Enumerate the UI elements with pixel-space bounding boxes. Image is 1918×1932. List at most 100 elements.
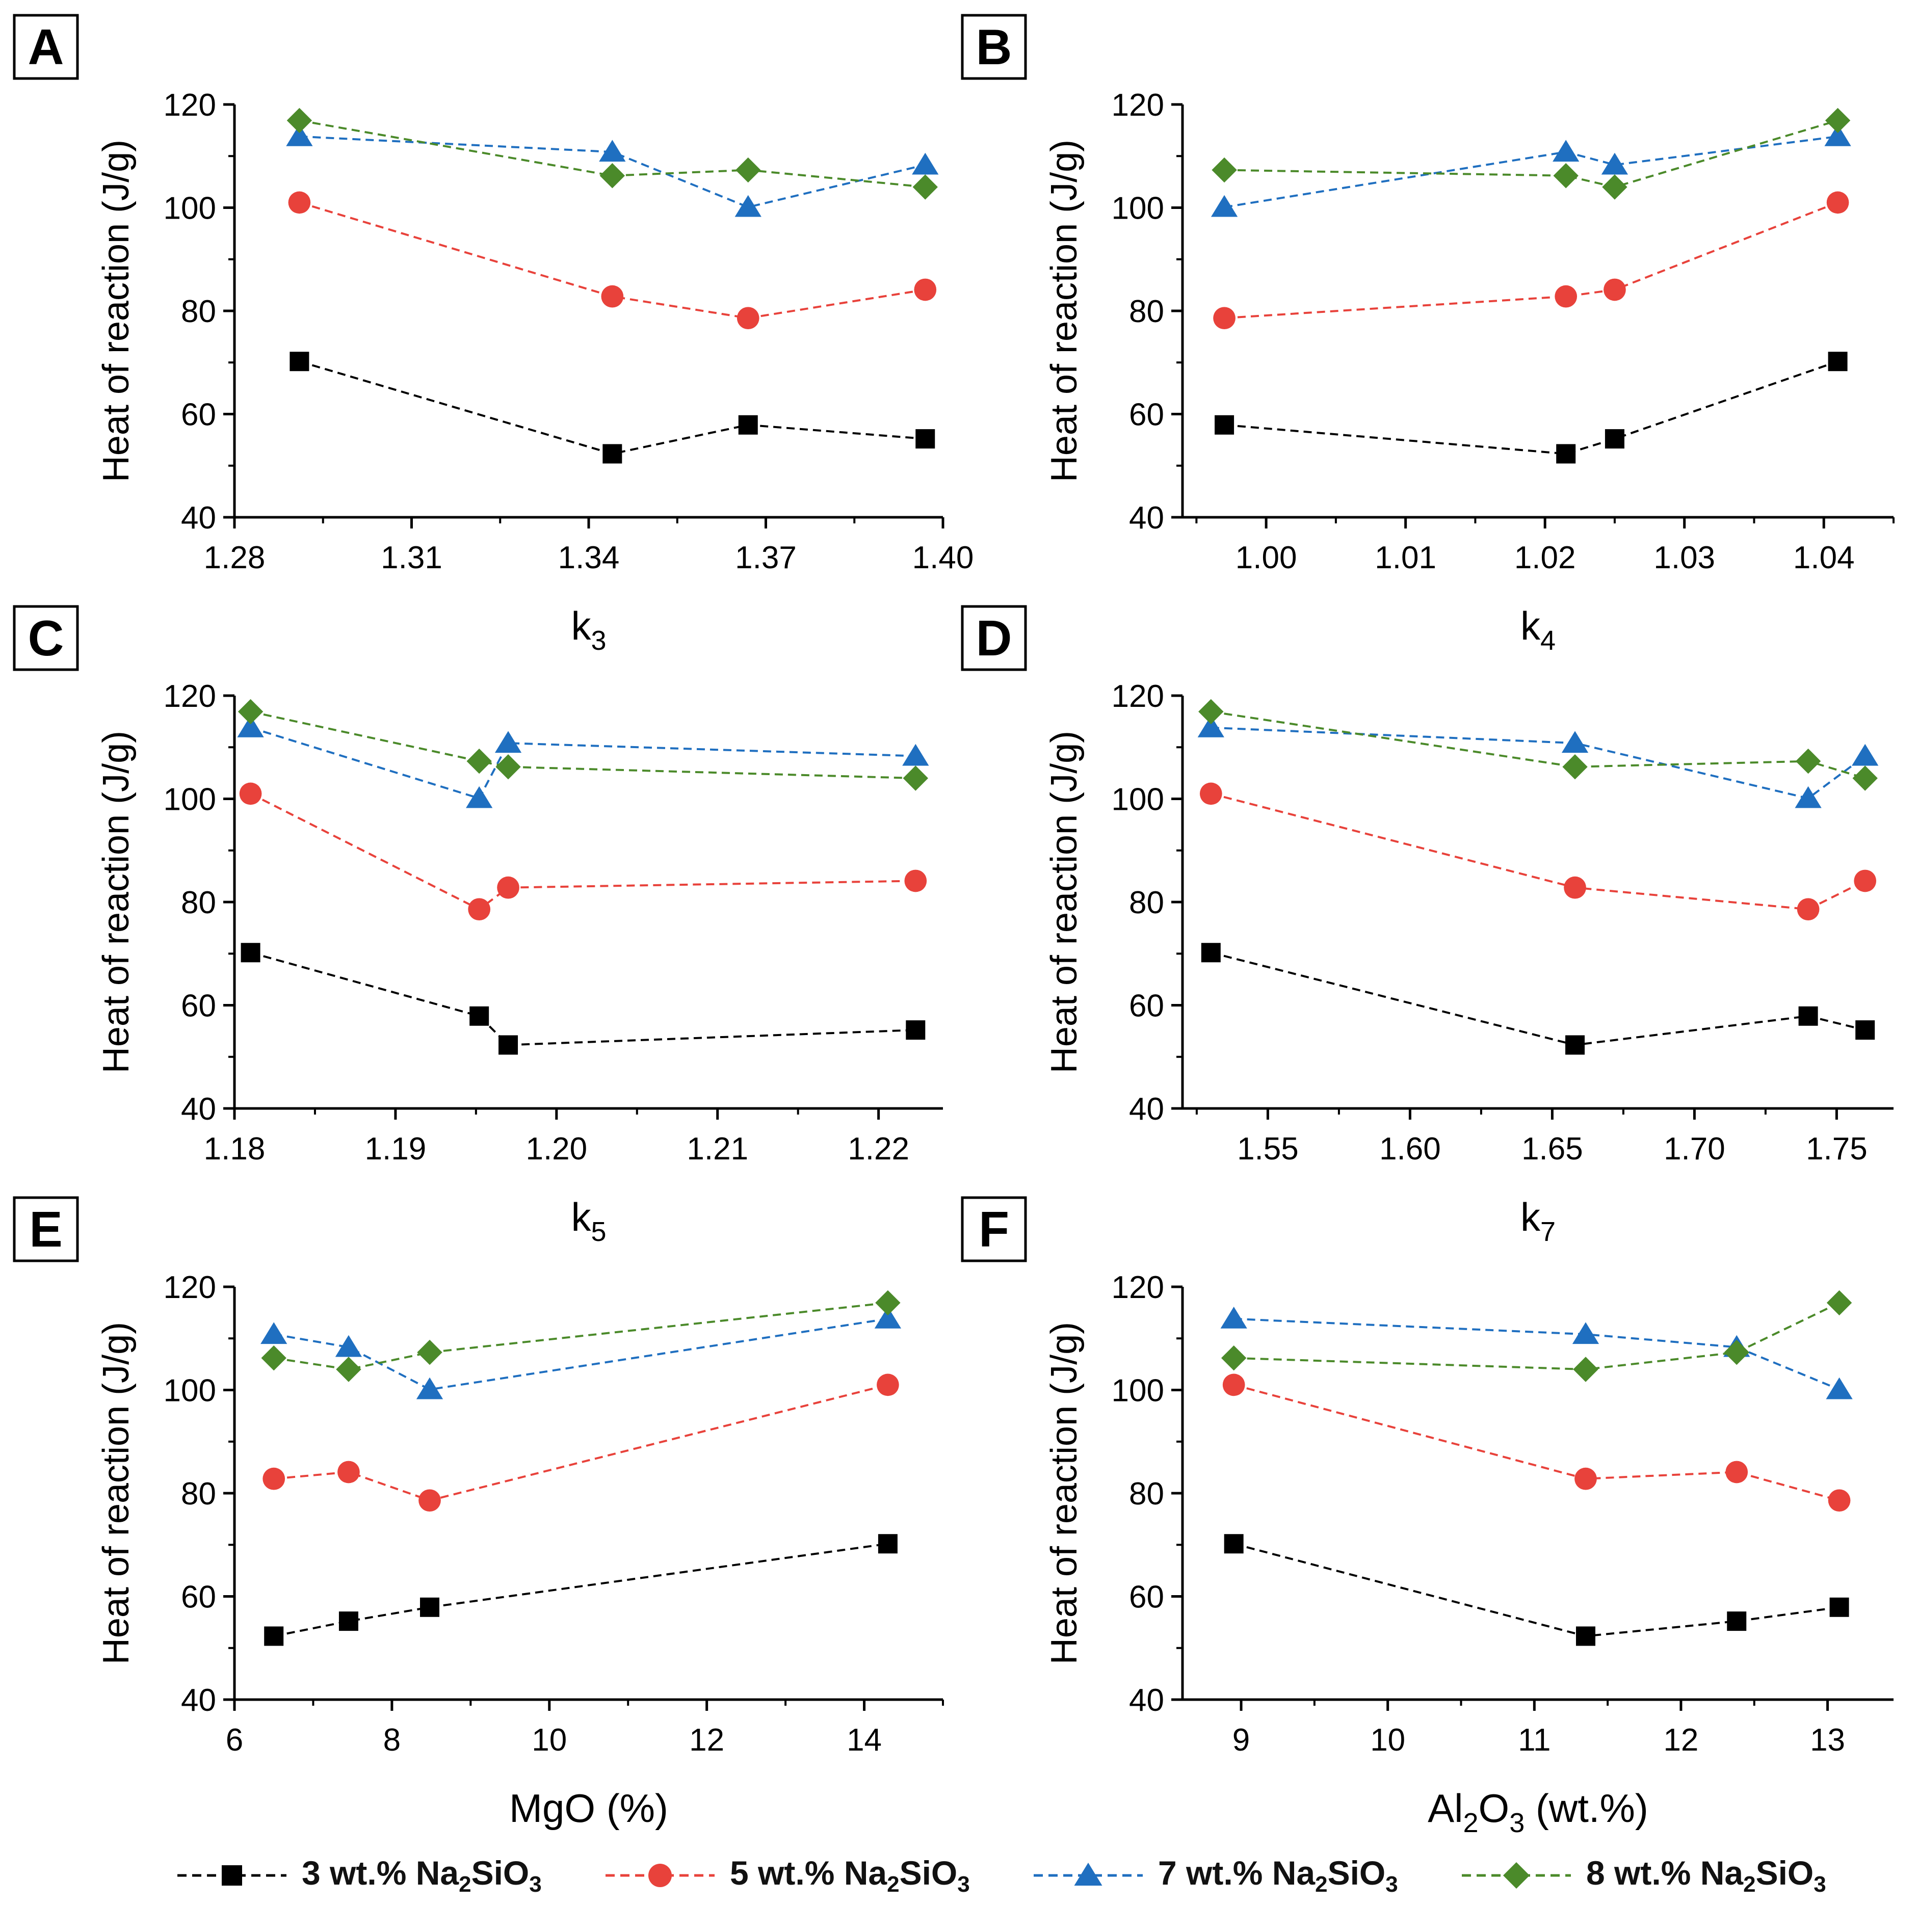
x-tick-label: 1.00 [1236,540,1297,575]
x-tick-label: 1.28 [204,540,266,575]
panel-label: C [28,610,64,666]
y-axis-label: Heat of reaction (J/g) [1044,1322,1085,1664]
series-1 [241,943,926,1055]
x-axis-label: k3 [571,603,606,656]
x-tick-label: 8 [383,1723,401,1758]
x-tick-label: 1.75 [1806,1131,1868,1167]
data-point [874,1307,902,1329]
y-axis-label: Heat of reaction (J/g) [96,1322,137,1664]
data-point [468,898,491,921]
y-tick-label: 80 [181,1476,216,1512]
series-2 [1199,782,1877,921]
data-point [737,307,759,330]
data-point [1197,716,1224,737]
series-line [299,119,926,188]
data-point [498,1035,518,1055]
panel-label-box [961,605,1027,671]
legend-marker [1074,1863,1102,1886]
data-point [336,1357,361,1382]
x-tick-label: 1.03 [1653,540,1715,575]
data-point [416,1377,443,1399]
series-line [1224,201,1838,320]
data-point [599,163,625,189]
data-point [469,1006,489,1026]
y-axis-label: Heat of reaction (J/g) [1044,140,1085,482]
data-point [875,1290,901,1316]
data-point [914,278,937,301]
data-point [1224,1534,1244,1554]
data-point [420,1597,440,1617]
y-tick-label: 60 [1129,1580,1164,1615]
legend-label: 7 wt.% Na2SiO3 [1158,1854,1398,1897]
data-point [286,108,312,134]
series-line [250,710,916,779]
data-point [1201,943,1221,963]
legend-label: 8 wt.% Na2SiO3 [1586,1854,1826,1897]
data-point [1826,1290,1852,1316]
legend-marker-square-icon [177,1865,286,1886]
series-line [1233,1317,1840,1391]
panel-label: A [28,19,64,75]
data-point [260,1322,287,1344]
series-line [1224,119,1838,189]
data-point [912,152,939,175]
x-tick-label: 6 [226,1723,243,1758]
series-4 [1212,108,1851,200]
panel-label-box [961,14,1027,80]
data-point [1797,898,1820,921]
data-point [735,157,761,183]
data-point [1215,415,1234,435]
y-tick-label: 100 [164,1373,216,1409]
y-tick-label: 100 [164,191,216,226]
panel-label-box [13,605,79,671]
chart-panel-f: F 40 60 80 100 120 9 10 11 12 13 Heat of reaction (… [961,1196,1894,1838]
series-3 [1197,716,1879,808]
y-axis-label: Heat of reaction (J/g) [96,731,137,1073]
data-point [1562,754,1588,780]
series-line [250,951,916,1046]
y-tick-label: 120 [1112,1270,1164,1305]
series-line [273,1317,888,1391]
y-tick-label: 120 [164,1270,216,1305]
y-tick-label: 60 [1129,989,1164,1024]
y-tick-label: 80 [1129,1476,1164,1512]
series-line [299,201,926,320]
x-tick-label: 12 [1663,1723,1698,1758]
data-point [1727,1611,1747,1631]
data-point [734,195,761,217]
data-point [738,415,758,435]
data-point [335,1335,362,1357]
data-point [1602,174,1627,200]
data-point [1826,1377,1853,1399]
data-point [238,699,264,725]
data-point [1795,748,1821,774]
data-point [497,876,519,899]
panel-label: E [29,1201,62,1257]
legend-marker-circle-icon [606,1864,715,1887]
y-tick-label: 120 [164,88,216,123]
data-point [1553,163,1579,189]
y-tick-label: 80 [1129,294,1164,329]
y-tick-label: 40 [1129,1683,1164,1718]
data-point [1824,124,1851,146]
series-3 [260,1307,902,1399]
x-tick-label: 11 [1518,1723,1551,1758]
x-tick-label: 10 [532,1723,567,1758]
x-axis-label: Al2O3 (wt.%) [1428,1786,1648,1838]
series-line [250,726,916,800]
x-tick-label: 1.18 [204,1131,266,1167]
y-tick-label: 100 [164,782,216,817]
legend-marker [1503,1862,1530,1889]
data-point [1854,869,1877,892]
data-point [1556,444,1576,464]
series-4 [1198,699,1878,791]
series-3 [1211,124,1851,217]
legend-item-8wt: 8 wt.% Na2SiO3 [1458,1840,1826,1911]
series-line [273,1543,888,1637]
x-tick-label: 1.21 [687,1131,748,1167]
data-point [466,786,493,808]
series-2 [288,191,937,330]
data-point [1829,1597,1849,1617]
data-point [1828,352,1848,372]
legend-item-7wt: 7 wt.% Na2SiO3 [1030,1840,1398,1911]
